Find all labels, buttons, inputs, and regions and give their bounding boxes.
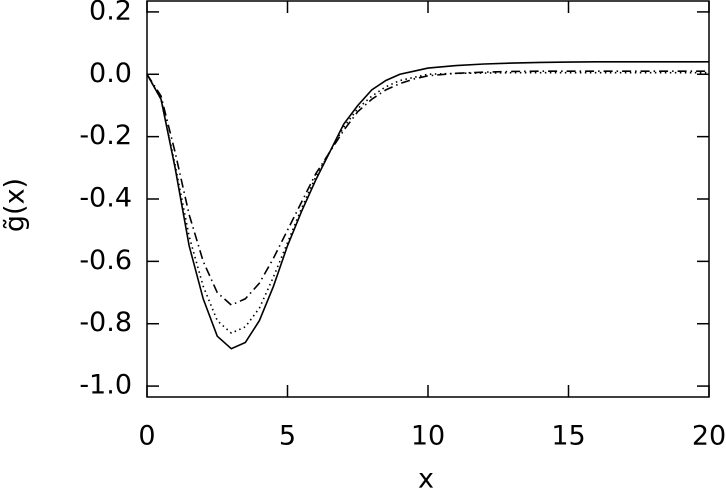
plot-frame (146, 0, 710, 398)
data-line (146, 71, 709, 335)
y-tick-label: -0.2 (79, 120, 132, 151)
x-tick-label: 10 (411, 421, 445, 452)
y-tick-label: -0.8 (79, 307, 132, 338)
x-tick-label: 15 (551, 421, 585, 452)
x-tick-label: 5 (279, 421, 296, 452)
data-line (146, 61, 709, 350)
y-tick-label: 0.0 (89, 58, 132, 89)
x-tick-label: 20 (692, 421, 726, 452)
data-line (146, 70, 709, 306)
x-tick-label: 0 (138, 421, 155, 452)
y-tick-label: 0.2 (89, 0, 132, 26)
y-tick-label: -1.0 (79, 370, 132, 401)
y-axis-label: g̃(x) (0, 178, 31, 232)
y-tick-label: -0.4 (79, 183, 132, 214)
y-tick-label: -0.6 (79, 245, 132, 276)
x-axis-label: x (418, 464, 434, 490)
